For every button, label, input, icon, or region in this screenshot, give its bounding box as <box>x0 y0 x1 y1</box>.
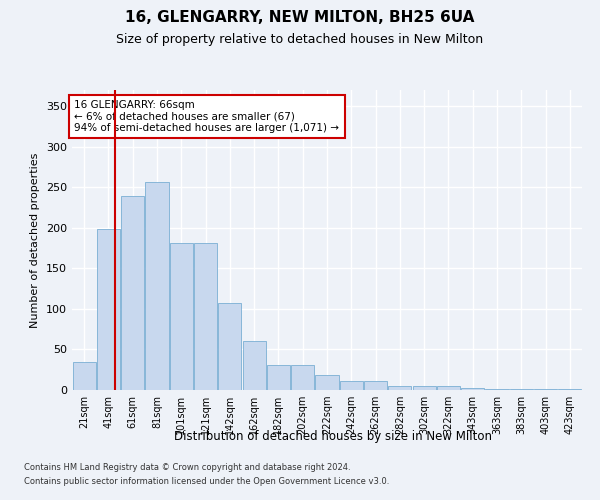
Text: Size of property relative to detached houses in New Milton: Size of property relative to detached ho… <box>116 32 484 46</box>
Bar <box>534 389 557 390</box>
Bar <box>437 386 460 390</box>
Bar <box>218 303 241 390</box>
Bar <box>364 381 387 390</box>
Bar <box>170 243 193 390</box>
Text: Contains public sector information licensed under the Open Government Licence v3: Contains public sector information licen… <box>24 477 389 486</box>
Text: 16 GLENGARRY: 66sqm
← 6% of detached houses are smaller (67)
94% of semi-detache: 16 GLENGARRY: 66sqm ← 6% of detached hou… <box>74 100 340 133</box>
Bar <box>461 388 484 390</box>
Bar <box>97 228 120 390</box>
Bar <box>73 362 95 390</box>
Text: 16, GLENGARRY, NEW MILTON, BH25 6UA: 16, GLENGARRY, NEW MILTON, BH25 6UA <box>125 10 475 25</box>
Bar <box>413 386 436 390</box>
Bar <box>194 243 217 390</box>
Bar <box>267 365 290 390</box>
Bar <box>388 386 412 390</box>
Bar <box>291 365 314 390</box>
Bar <box>316 376 338 390</box>
Bar <box>145 182 169 390</box>
Bar <box>121 196 144 390</box>
Bar <box>510 389 533 390</box>
Bar <box>485 389 509 390</box>
Text: Contains HM Land Registry data © Crown copyright and database right 2024.: Contains HM Land Registry data © Crown c… <box>24 464 350 472</box>
Bar <box>242 342 266 390</box>
Y-axis label: Number of detached properties: Number of detached properties <box>31 152 40 328</box>
Bar <box>559 389 581 390</box>
Text: Distribution of detached houses by size in New Milton: Distribution of detached houses by size … <box>174 430 492 443</box>
Bar <box>340 381 363 390</box>
